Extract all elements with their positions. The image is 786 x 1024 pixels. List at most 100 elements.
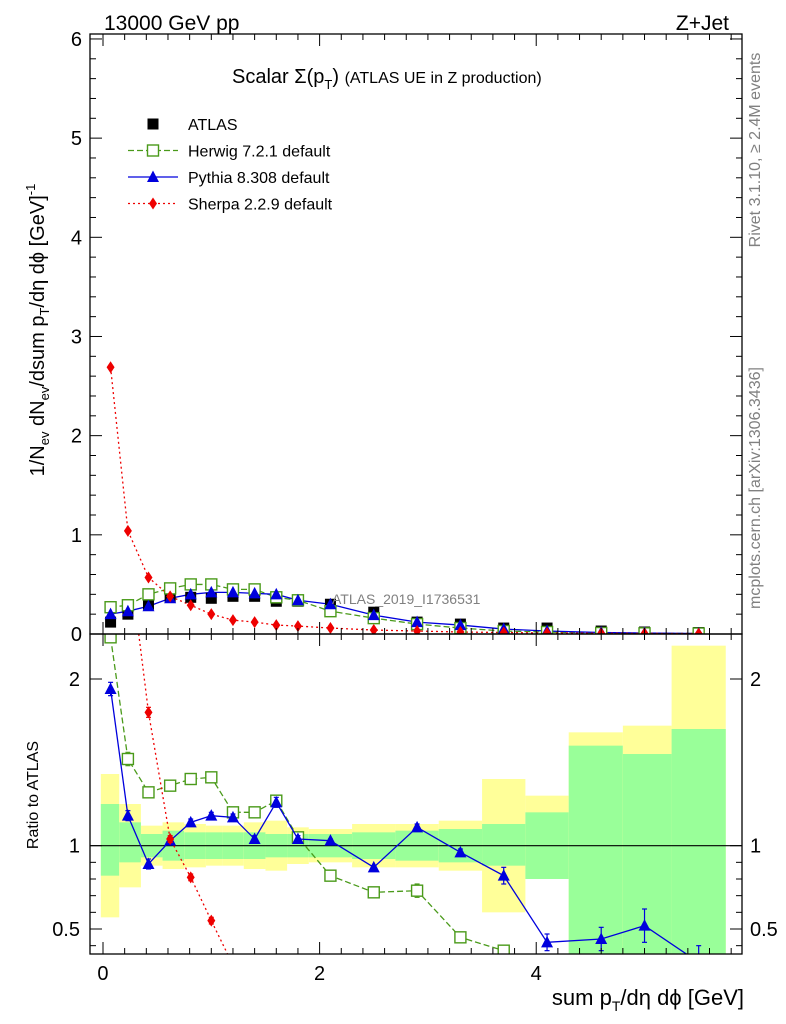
ratio-pythia-point [184,815,197,828]
main-title: Scalar Σ(pT) (ATLAS UE in Z production) [232,66,542,92]
main-sherpa-point [166,590,175,603]
legend-pythia-label: Pythia 8.308 default [188,170,330,187]
main-sherpa-point [250,616,259,629]
main-sherpa-point [228,614,237,627]
legend-pythia-marker [147,170,159,182]
rivet-label: Rivet 3.1.10, ≥ 2.4M events [747,53,764,248]
svg-text:1/Nev dNev/dsum pT/dη dϕ [GeV]: 1/Nev dNev/dsum pT/dη dϕ [GeV]-1 [23,184,52,477]
main-pythia-point [184,587,197,600]
ratio-herwig-point [324,869,337,882]
main-sherpa-point [207,608,216,621]
y-axis-label-ratio: Ratio to ATLAS [25,741,42,849]
ratio-pythia-point [367,860,380,873]
main-sherpa-point [326,622,335,634]
main-sherpa-point [499,626,508,634]
ratio-pythia-point [497,869,510,881]
ratio-pythia-point [270,795,283,808]
main-pythia-point [324,597,337,610]
main-pythia-point [367,608,380,621]
ratio-pythia-point [595,932,608,944]
main-sherpa-point [144,571,153,584]
ratio-herwig-point [367,886,380,899]
ratio-band-inner [482,824,526,866]
legend-sherpa-label: Sherpa 2.2.9 default [188,197,333,214]
legend-atlas-label: ATLAS [188,117,238,134]
main-y-tick-label: 4 [71,227,82,249]
ratio-sherpa-point [207,914,216,927]
legend-atlas-marker [147,118,159,130]
header-left: 13000 GeV pp [104,12,239,35]
main-sherpa-point [369,624,378,634]
ratio-herwig-point [163,779,177,792]
ratio-pythia-point [226,810,239,823]
x-tick-label: 2 [314,963,325,985]
ratio-y-tick-label-right: 2 [750,669,761,691]
ratio-y-tick-label-left: 1 [69,836,80,858]
ratio-herwig-point [184,772,197,786]
main-sherpa-point [413,625,422,634]
x-tick-label: 0 [97,963,108,985]
main-pythia-point [104,607,117,620]
main-sherpa-point [106,361,115,374]
ratio-sherpa-line [138,634,229,954]
main-herwig-point [142,588,155,601]
main-sherpa-point [694,627,703,634]
ratio-herwig-point [497,944,510,954]
ratio-pythia-point [205,809,218,821]
main-y-tick-label: 2 [71,426,82,448]
legend-herwig-label: Herwig 7.2.1 default [188,144,331,161]
ratio-y-tick-label-right: 0.5 [750,919,778,941]
ratio-herwig-point [454,931,467,944]
ratio-pythia-point [411,820,424,833]
ratio-pythia-point [142,857,155,869]
main-pythia-point [205,585,218,598]
main-pythia-point [121,604,134,617]
ratio-y-tick-label-right: 1 [750,836,761,858]
main-y-tick-label: 5 [71,128,82,150]
header-right: Z+Jet [676,12,729,35]
ratio-herwig-point [205,771,218,784]
ratio-herwig-point [410,884,424,897]
ratio-y-tick-label-left: 2 [69,669,80,691]
ratio-y-tick-label-left: 0.5 [52,919,80,941]
ratio-pythia-point [291,832,304,844]
watermark: ATLAS_2019_I1736531 [332,591,481,607]
ratio-pythia-point [324,834,337,846]
ratio-band-inner [568,745,623,954]
ratio-pythia-point [104,682,117,694]
ratio-pythia-point [121,809,134,821]
main-sherpa-point [456,626,465,634]
main-pythia-point [142,599,155,612]
main-sherpa-point [123,524,132,537]
ratio-herwig-point [248,806,261,819]
main-y-tick-label: 6 [71,29,82,51]
ratio-pythia-point [638,919,651,931]
ratio-pythia-point [248,832,261,844]
ratio-herwig-point [142,786,155,799]
main-pythia-point [226,585,239,598]
legend-herwig-marker [146,144,160,157]
main-pythia-point [411,615,424,628]
mcplots-label: mcplots.cern.ch [arXiv:1306.3436] [747,367,764,609]
main-sherpa-point [186,599,195,612]
legend: ATLAS Herwig 7.2.1 default Pythia 8.308 de… [128,117,333,214]
ratio-pythia-point [541,935,554,948]
y-axis-label-main: 1/Nev dNev/dsum pT/dη dϕ [GeV]-1 [23,184,52,477]
main-pythia-point [270,587,283,600]
main-sherpa-point [293,620,302,633]
ratio-band-inner [671,729,726,954]
ratio-band-inner [100,804,120,876]
main-sherpa-point [543,627,552,634]
ratio-herwig-point [121,752,135,766]
ratio-herwig-line [109,637,504,952]
ratio-sherpa-point [166,833,175,845]
main-atlas-point [105,616,117,628]
main-y-tick-label: 0 [71,624,82,646]
main-pythia-point [291,593,304,606]
ratio-frame [89,633,743,955]
ratio-sherpa-point [144,706,153,719]
main-y-tick-label: 3 [71,326,82,348]
legend-sherpa-marker [149,197,157,210]
ratio-band-inner [119,822,141,863]
